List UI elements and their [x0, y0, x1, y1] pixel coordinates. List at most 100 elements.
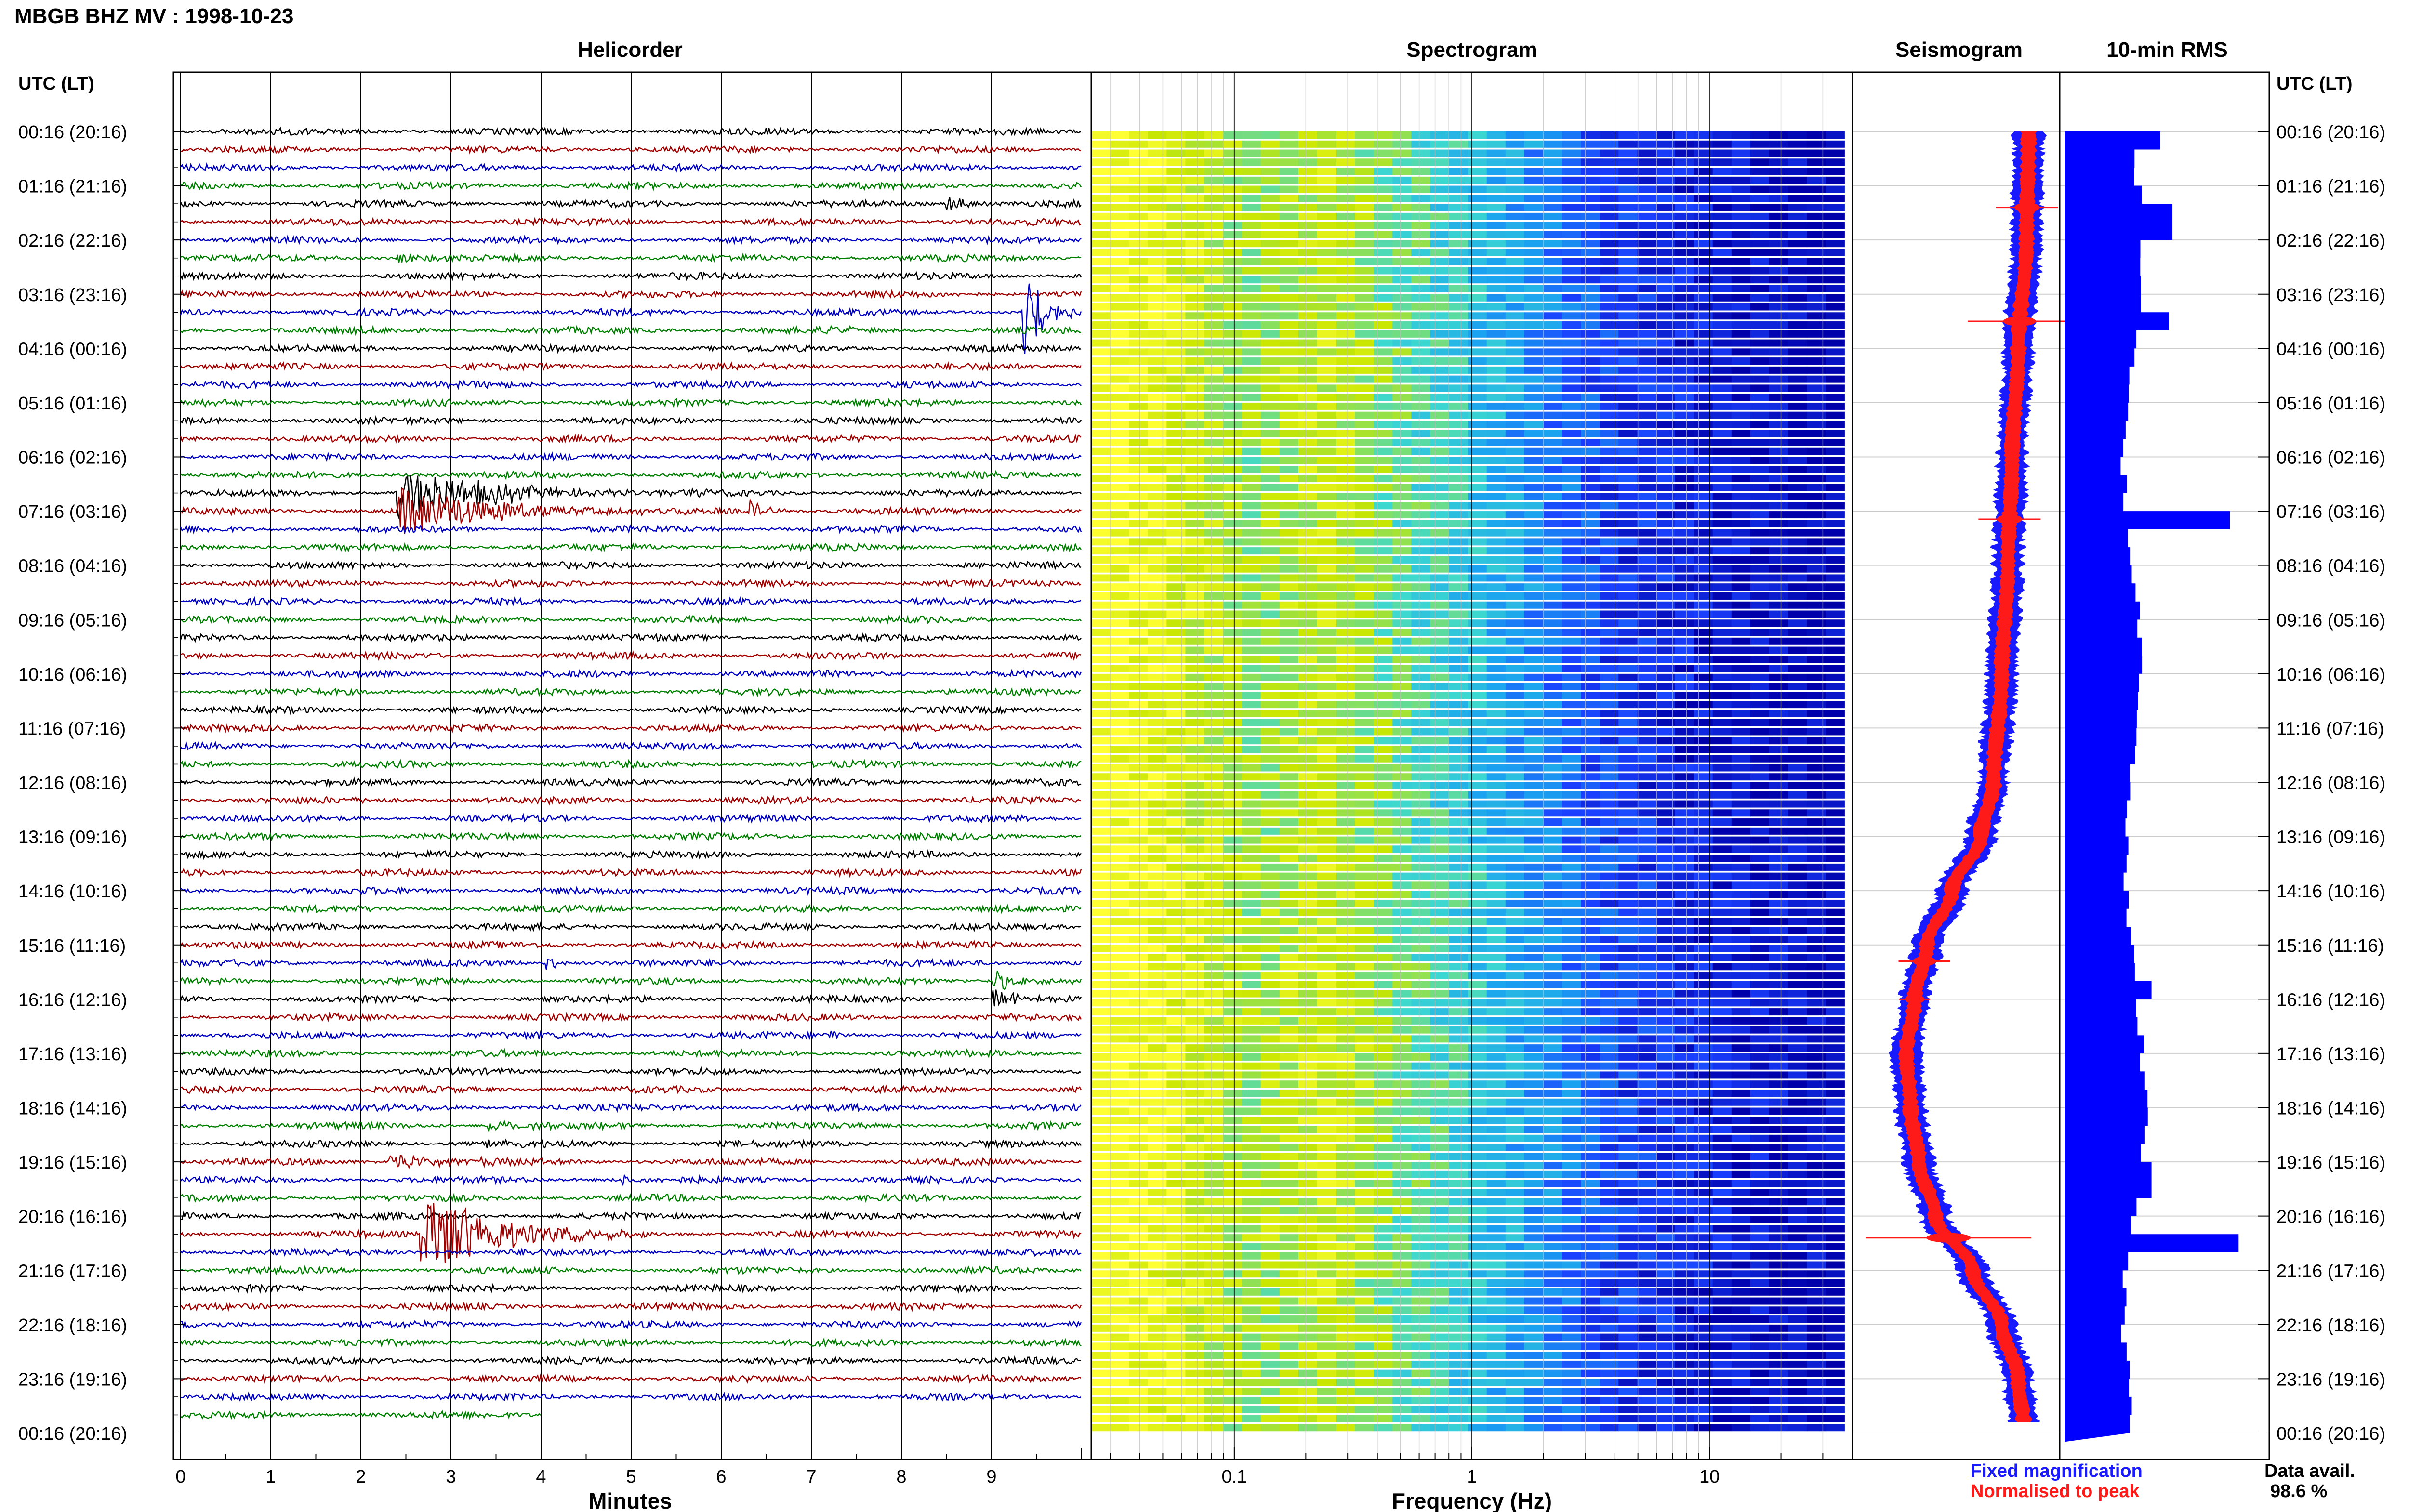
spectrogram-cell — [1826, 999, 1845, 1007]
spectrogram-cell — [1298, 963, 1318, 971]
spectrogram-cell — [1675, 782, 1694, 790]
spectrogram-cell — [1524, 665, 1544, 672]
spectrogram-cell — [1807, 421, 1826, 428]
spectrogram-cell — [1392, 493, 1412, 500]
spectrogram-cell — [1242, 1053, 1261, 1061]
spectrogram-cell — [1731, 827, 1751, 835]
spectrogram-cell — [1750, 294, 1770, 302]
spectrogram-cell — [1807, 1026, 1826, 1034]
spectrogram-cell — [1505, 782, 1525, 790]
spectrogram-cell — [1242, 565, 1261, 573]
spectrogram-cell — [1581, 276, 1600, 284]
spectrogram-cell — [1468, 1216, 1487, 1223]
spectrogram-cell — [1750, 1189, 1770, 1196]
spectrogram-cell — [1505, 185, 1525, 193]
spectrogram-cell — [1637, 520, 1657, 527]
spectrogram-cell — [1260, 656, 1280, 663]
spectrogram-cell — [1166, 719, 1186, 726]
spectrogram-cell — [1694, 764, 1713, 772]
spectrogram-cell — [1185, 1243, 1205, 1250]
spectrogram-cell — [1449, 999, 1469, 1007]
spectrogram-cell — [1223, 421, 1243, 428]
spectrogram-cell — [1148, 484, 1167, 491]
spectrogram-cell — [1392, 701, 1412, 709]
spectrogram-cell — [1242, 637, 1261, 645]
spectrogram-cell — [1769, 782, 1788, 790]
spectrogram-cell — [1223, 430, 1243, 437]
spectrogram-cell — [1411, 1234, 1431, 1242]
spectrogram-cell — [1600, 1134, 1619, 1142]
spectrogram-cell — [1129, 394, 1148, 401]
spectrogram-cell — [1750, 547, 1770, 555]
spectrogram-cell — [1581, 195, 1600, 202]
spectrogram-cell — [1656, 357, 1676, 365]
spectrogram-cell — [1468, 918, 1487, 925]
spectrogram-cell — [1618, 701, 1638, 709]
spectrogram-cell — [1411, 755, 1431, 763]
spectrogram-cell — [1430, 1035, 1450, 1043]
spectrogram-cell — [1769, 665, 1788, 672]
spectrogram-cell — [1543, 1044, 1562, 1052]
spectrogram-cell — [1486, 999, 1506, 1007]
spectrogram-cell — [1129, 773, 1148, 781]
spectrogram-cell — [1675, 1144, 1694, 1151]
spectrogram-cell — [1411, 330, 1431, 338]
spectrogram-cell — [1505, 321, 1525, 329]
spectrogram-cell — [1524, 1107, 1544, 1115]
spectrogram-cell — [1486, 1107, 1506, 1115]
spectrogram-cell — [1581, 212, 1600, 220]
spectrogram-cell — [1675, 321, 1694, 329]
spectrogram-cell — [1185, 1008, 1205, 1016]
spectrogram-cell — [1242, 511, 1261, 519]
spectrogram-cell — [1279, 285, 1299, 292]
spectrogram-cell — [1355, 1089, 1374, 1097]
spectrogram-cell — [1600, 231, 1619, 238]
spectrogram-cell — [1807, 574, 1826, 582]
spectrogram-cell — [1769, 212, 1788, 220]
spectrogram-cell — [1600, 673, 1619, 681]
spectrogram-cell — [1298, 845, 1318, 853]
spectrogram-cell — [1336, 782, 1355, 790]
spectrogram-cell — [1675, 1044, 1694, 1052]
spectrogram-cell — [1769, 447, 1788, 455]
spectrogram-cell — [1731, 656, 1751, 663]
spectrogram-cell — [1505, 222, 1525, 229]
spectrogram-cell — [1223, 411, 1243, 419]
spectrogram-cell — [1223, 212, 1243, 220]
spectrogram-cell — [1675, 999, 1694, 1007]
spectrogram-cell — [1788, 1134, 1807, 1142]
spectrogram-cell — [1204, 484, 1224, 491]
spectrogram-cell — [1223, 836, 1243, 844]
spectrogram-cell — [1712, 1071, 1732, 1079]
spectrogram-cell — [1618, 728, 1638, 736]
spectrogram-cell — [1260, 267, 1280, 275]
spectrogram-cell — [1694, 484, 1713, 491]
spectrogram-cell — [1826, 963, 1845, 971]
spectrogram-cell — [1430, 809, 1450, 817]
spectrogram-cell — [1279, 737, 1299, 745]
spectrogram-cell — [1468, 1153, 1487, 1160]
spectrogram-cell — [1543, 773, 1562, 781]
spectrogram-cell — [1430, 312, 1450, 320]
spectrogram-cell — [1826, 954, 1845, 961]
spectrogram-cell — [1411, 935, 1431, 943]
spectrogram-cell — [1712, 646, 1732, 654]
spectrogram-cell — [1600, 538, 1619, 546]
spectrogram-cell — [1712, 809, 1732, 817]
spectrogram-cell — [1185, 764, 1205, 772]
spectrogram-cell — [1449, 963, 1469, 971]
spectrogram-cell — [1524, 1044, 1544, 1052]
spectrogram-cell — [1826, 222, 1845, 229]
spectrogram-cell — [1581, 375, 1600, 383]
spectrogram-cell — [1694, 285, 1713, 292]
spectrogram-cell — [1374, 863, 1393, 871]
spectrogram-cell — [1430, 330, 1450, 338]
spectrogram-cell — [1336, 1062, 1355, 1070]
spectrogram-cell — [1637, 185, 1657, 193]
spectrogram-cell — [1656, 673, 1676, 681]
spectrogram-cell — [1675, 366, 1694, 374]
spectrogram-cell — [1505, 872, 1525, 880]
spectrogram-cell — [1600, 402, 1619, 410]
spectrogram-cell — [1826, 158, 1845, 166]
spectrogram-cell — [1618, 231, 1638, 238]
